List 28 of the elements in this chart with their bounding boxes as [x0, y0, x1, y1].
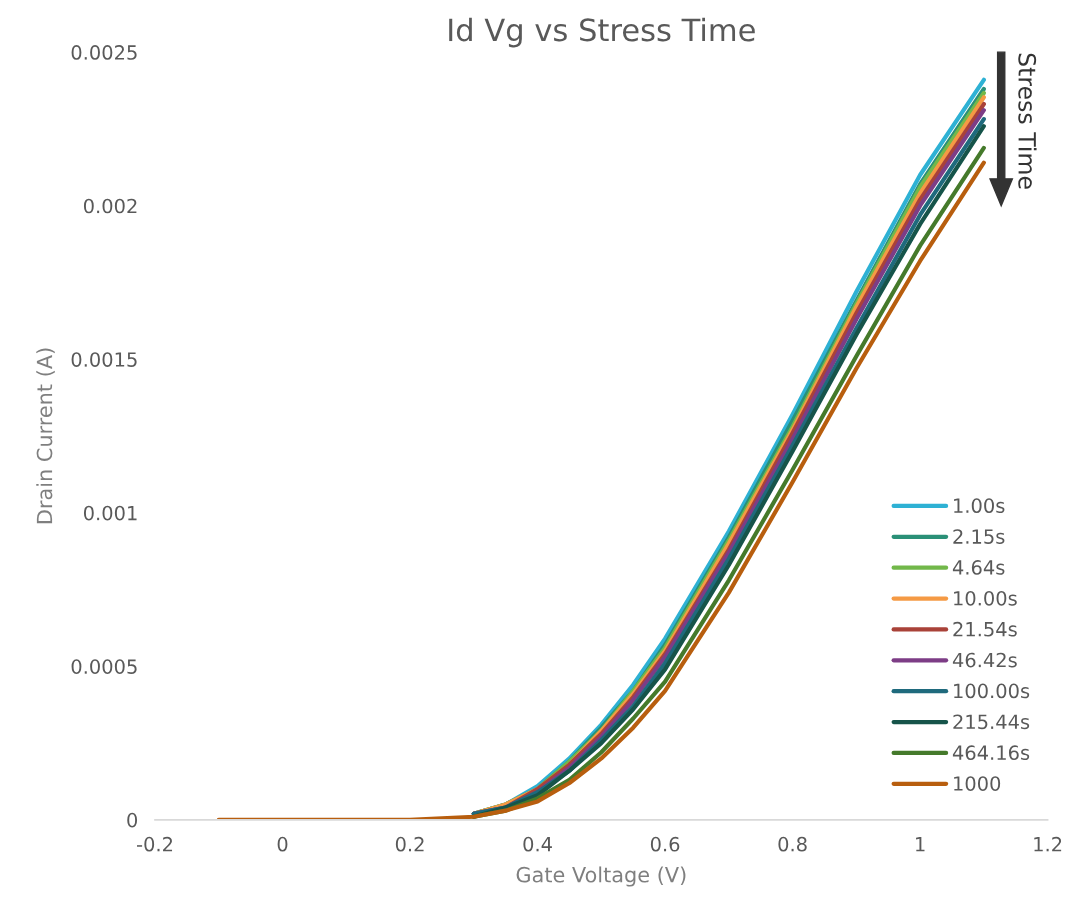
x-tick-label: -0.2 [136, 836, 173, 852]
chart-title: Id Vg vs Stress Time [449, 17, 755, 48]
legend-label: 10.00s [954, 590, 1017, 606]
x-axis-title: Gate Voltage (V) [516, 866, 686, 887]
x-tick-label: 0.6 [650, 836, 680, 852]
y-axis-title: Drain Current (A) [36, 348, 55, 524]
x-tick-label: 0.2 [395, 836, 424, 852]
y-tick-label: 0.002 [83, 198, 137, 214]
x-tick-label: 1 [916, 837, 925, 852]
x-tick-label: 0.4 [523, 836, 552, 852]
y-tick-label: 0.0025 [71, 45, 137, 60]
y-tick-label: 0.0015 [71, 352, 137, 367]
legend-label: 2.15s [953, 529, 1005, 544]
y-tick-label: 0.0005 [71, 659, 137, 674]
legend-label: 1.00s [954, 498, 1005, 514]
legend-label: 464.16s [952, 745, 1030, 761]
x-tick-label: 1.2 [1034, 836, 1062, 852]
legend-label: 215.44s [953, 714, 1030, 730]
legend-label: 21.54s [953, 621, 1017, 637]
legend-label: 4.64s [952, 560, 1005, 575]
legend-label: 46.42s [952, 652, 1017, 668]
x-tick-label: 0.8 [778, 836, 807, 852]
x-tick-label: 0 [277, 836, 288, 852]
y-tick-label: 0 [127, 812, 138, 828]
annotation: Stress Time [1018, 53, 1037, 189]
y-tick-label: 0.001 [83, 505, 137, 521]
legend-label: 100.00s [954, 683, 1030, 699]
legend-label: 1000 [954, 776, 1001, 791]
